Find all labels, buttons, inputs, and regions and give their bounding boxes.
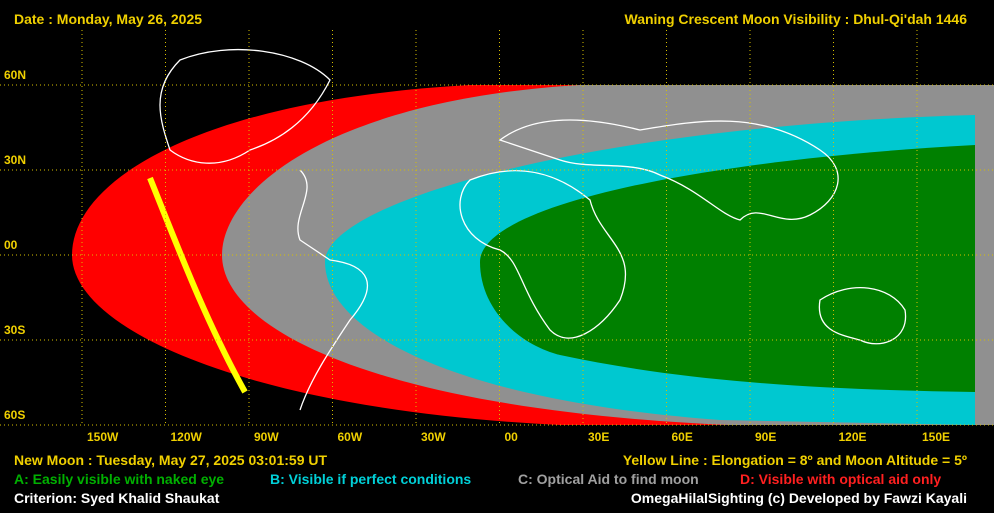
credit: OmegaHilalSighting (c) Developed by Fawz… bbox=[631, 490, 967, 506]
legend-entry: C: Optical Aid to find moon bbox=[518, 471, 699, 487]
lon-label: 120E bbox=[839, 430, 867, 444]
legend-entry: A: Easily visible with naked eye bbox=[14, 471, 224, 487]
yellow-line-note: Yellow Line : Elongation = 8º and Moon A… bbox=[623, 452, 967, 468]
lat-label: 30S bbox=[4, 323, 25, 337]
lon-label: 150E bbox=[922, 430, 950, 444]
yellow-line bbox=[147, 176, 248, 394]
africa-coast bbox=[459, 170, 627, 339]
lon-label: 30E bbox=[588, 430, 609, 444]
lon-label: 60E bbox=[672, 430, 693, 444]
legend-entry: D: Visible with optical aid only bbox=[740, 471, 941, 487]
legend: A: Easily visible with naked eye B: Visib… bbox=[14, 471, 941, 487]
lat-label: 60N bbox=[4, 68, 26, 82]
eurasia-coast bbox=[498, 119, 839, 221]
date: Date : Monday, May 26, 2025 bbox=[14, 11, 202, 27]
lon-label: 60W bbox=[338, 430, 363, 444]
coastlines bbox=[159, 49, 907, 411]
zone-a bbox=[480, 145, 975, 392]
grid: 60N 30N 00 30S 60S 150W 120W 90W 60W 30W 00 30E 60E 9… bbox=[0, 30, 994, 444]
lon-label: 150W bbox=[87, 430, 119, 444]
lon-label: 90E bbox=[755, 430, 776, 444]
lat-label: 30N bbox=[4, 153, 26, 167]
visibility-zones bbox=[72, 85, 994, 425]
lon-label: 120W bbox=[171, 430, 203, 444]
lat-label: 60S bbox=[4, 408, 25, 422]
criterion: Criterion: Syed Khalid Shaukat bbox=[14, 490, 220, 506]
lon-label: 00 bbox=[505, 430, 519, 444]
new-moon: New Moon : Tuesday, May 27, 2025 03:01:5… bbox=[14, 452, 327, 468]
americas-coast bbox=[297, 169, 368, 411]
legend-entry: B: Visible if perfect conditions bbox=[270, 471, 471, 487]
lon-label: 90W bbox=[254, 430, 279, 444]
title: Waning Crescent Moon Visibility : Dhul-Q… bbox=[625, 11, 968, 27]
lat-label: 00 bbox=[4, 238, 18, 252]
north-america-coast bbox=[159, 49, 331, 164]
lon-label: 30W bbox=[421, 430, 446, 444]
australia-coast bbox=[818, 287, 907, 345]
